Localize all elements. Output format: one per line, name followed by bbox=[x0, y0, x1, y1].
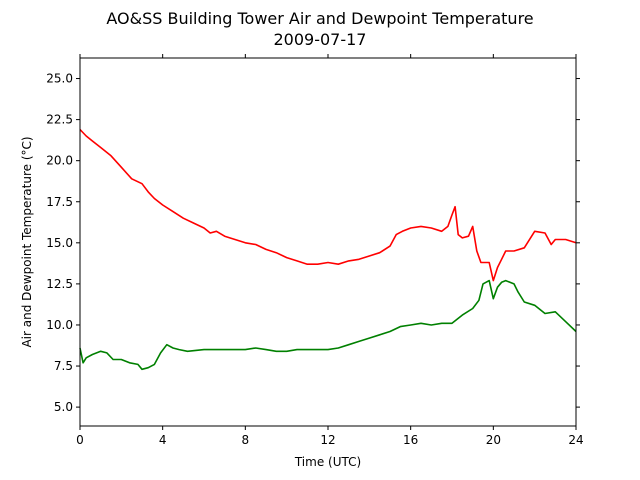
series-line-1 bbox=[79, 128, 577, 282]
x-tick-label: 16 bbox=[403, 433, 418, 447]
x-tick-label: 24 bbox=[568, 433, 583, 447]
y-tick-label: 15.0 bbox=[46, 236, 73, 250]
y-tick-label: 20.0 bbox=[46, 154, 73, 168]
y-tick-label: 25.0 bbox=[46, 72, 73, 86]
x-axis-label: Time (UTC) bbox=[294, 455, 361, 469]
series-layer bbox=[79, 128, 577, 371]
x-tick-label: 4 bbox=[159, 433, 167, 447]
y-tick-label: 7.5 bbox=[54, 359, 73, 373]
x-tick-label: 8 bbox=[242, 433, 250, 447]
x-tick-label: 12 bbox=[320, 433, 335, 447]
y-tick-label: 5.0 bbox=[54, 400, 73, 414]
x-tick-label: 20 bbox=[486, 433, 501, 447]
chart-subtitle: 2009-07-17 bbox=[274, 30, 367, 49]
y-axis-label: Air and Dewpoint Temperature (°C) bbox=[20, 136, 34, 347]
y-tick-label: 17.5 bbox=[46, 195, 73, 209]
y-tick-label: 12.5 bbox=[46, 277, 73, 291]
x-tick-label: 0 bbox=[76, 433, 84, 447]
chart-title: AO&SS Building Tower Air and Dewpoint Te… bbox=[106, 9, 533, 28]
y-tick-label: 22.5 bbox=[46, 113, 73, 127]
plot-frame bbox=[79, 57, 577, 427]
tick-layer: 0 4 8 12 16 20 24 5.0 7.5 10.0 12.5 15.0 17.5 20.0 22.… bbox=[46, 54, 584, 447]
y-tick-label: 10.0 bbox=[46, 318, 73, 332]
series-line-2 bbox=[79, 279, 577, 371]
